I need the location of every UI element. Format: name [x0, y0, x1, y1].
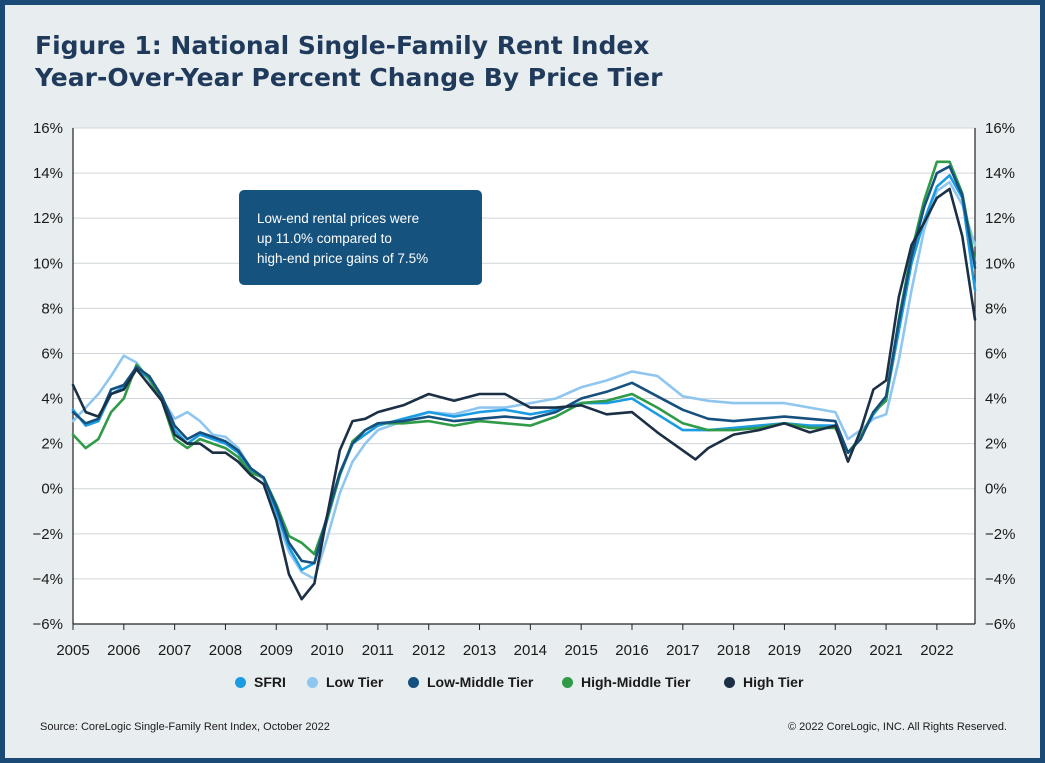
y-tick-label-left: −2%	[33, 526, 63, 543]
gridlines	[72, 127, 976, 625]
annotation-line: up 11.0% compared to	[257, 231, 392, 246]
legend-label: High-Middle Tier	[581, 674, 691, 690]
y-tick-label-left: 8%	[41, 300, 63, 317]
legend-swatch	[724, 676, 735, 688]
legend-label: SFRI	[254, 674, 286, 690]
y-tick-label-left: −4%	[33, 571, 63, 588]
y-tick-label-left: 10%	[33, 255, 63, 272]
x-tick-label: 2020	[819, 642, 852, 659]
x-tick-label: 2019	[768, 642, 801, 659]
y-tick-label-right: 4%	[985, 391, 1007, 408]
x-tick-label: 2014	[514, 642, 547, 659]
x-axis: 2005 2006 2007 2008 2009 2010 2011 2012 2013 2014…	[56, 624, 954, 659]
x-tick-label: 2013	[463, 642, 496, 659]
x-tick-label: 2007	[158, 642, 191, 659]
y-tick-label-left: 6%	[41, 345, 63, 362]
y-tick-label-left: 0%	[41, 481, 63, 498]
plot-area	[73, 128, 975, 624]
legend-label: Low Tier	[326, 674, 384, 690]
y-tick-label-left: −6%	[33, 616, 63, 633]
x-tick-label: 2017	[666, 642, 699, 659]
y-axis-left: 16% 14% 12% 10% 8% 6% 4% 2% 0% −2% −4% −6%	[33, 120, 63, 633]
y-tick-label-right: −2%	[985, 526, 1015, 543]
y-tick-label-left: 12%	[33, 210, 63, 227]
x-tick-label: 2018	[717, 642, 750, 659]
y-tick-label-right: 12%	[985, 210, 1015, 227]
chart-title: Figure 1: National Single-Family Rent In…	[35, 31, 650, 60]
y-tick-label-right: 8%	[985, 300, 1007, 317]
x-tick-label: 2011	[362, 642, 394, 659]
legend-label: High Tier	[743, 674, 804, 690]
x-tick-label: 2006	[107, 642, 140, 659]
copyright-note: © 2022 CoreLogic, INC. All Rights Reserv…	[787, 721, 1007, 733]
x-tick-label: 2009	[260, 642, 293, 659]
legend-swatch	[235, 676, 246, 688]
legend-item-sfri: SFRI	[235, 674, 286, 690]
y-tick-label-right: 0%	[985, 481, 1007, 498]
y-tick-label-right: 2%	[985, 436, 1007, 453]
legend-swatch	[408, 676, 419, 688]
y-tick-label-right: 10%	[985, 255, 1015, 272]
y-tick-label-left: 4%	[41, 391, 63, 408]
source-note: Source: CoreLogic Single-Family Rent Ind…	[40, 721, 330, 733]
y-tick-label-right: 6%	[985, 345, 1007, 362]
x-tick-label: 2021	[869, 642, 902, 659]
y-tick-label-right: 16%	[985, 120, 1015, 137]
y-tick-label-left: 2%	[41, 436, 63, 453]
annotation-line: Low-end rental prices were	[257, 211, 420, 226]
series-line-high-tier	[71, 187, 977, 601]
annotation-line: high-end price gains of 7.5%	[257, 251, 429, 266]
y-axis-right: 16% 14% 12% 10% 8% 6% 4% 2% 0% −2% −4% −6%	[985, 120, 1015, 633]
legend-swatch	[307, 676, 318, 688]
x-tick-label: 2010	[310, 642, 343, 659]
chart-subtitle: Year-Over-Year Percent Change By Price T…	[35, 63, 663, 92]
y-tick-label-left: 16%	[33, 120, 63, 137]
x-tick-label: 2015	[564, 642, 597, 659]
series-lines	[71, 160, 977, 601]
y-tick-label-right: −4%	[985, 571, 1015, 588]
chart-title-block: Figure 1: National Single-Family Rent In…	[35, 30, 662, 94]
legend-item-low-middle-tier: Low-Middle Tier	[408, 674, 533, 690]
x-tick-label: 2005	[56, 642, 89, 659]
x-tick-label: 2022	[920, 642, 953, 659]
x-tick-label: 2016	[615, 642, 648, 659]
y-tick-label-right: −6%	[985, 616, 1015, 633]
y-tick-label-left: 14%	[33, 165, 63, 182]
legend-item-low-tier: Low Tier	[307, 674, 383, 690]
legend-item-high-middle-tier: High-Middle Tier	[562, 674, 690, 690]
x-tick-label: 2012	[412, 642, 445, 659]
legend-label: Low-Middle Tier	[427, 674, 534, 690]
x-tick-label: 2008	[209, 642, 242, 659]
legend-item-high-tier: High Tier	[724, 674, 803, 690]
y-tick-label-right: 14%	[985, 165, 1015, 182]
legend-swatch	[562, 676, 573, 688]
legend: SFRI Low Tier Low-Middle Tier High-Middl…	[0, 674, 1045, 694]
annotation-callout: Low-end rental prices were up 11.0% comp…	[239, 190, 482, 285]
series-line-low-middle-tier	[71, 165, 977, 565]
